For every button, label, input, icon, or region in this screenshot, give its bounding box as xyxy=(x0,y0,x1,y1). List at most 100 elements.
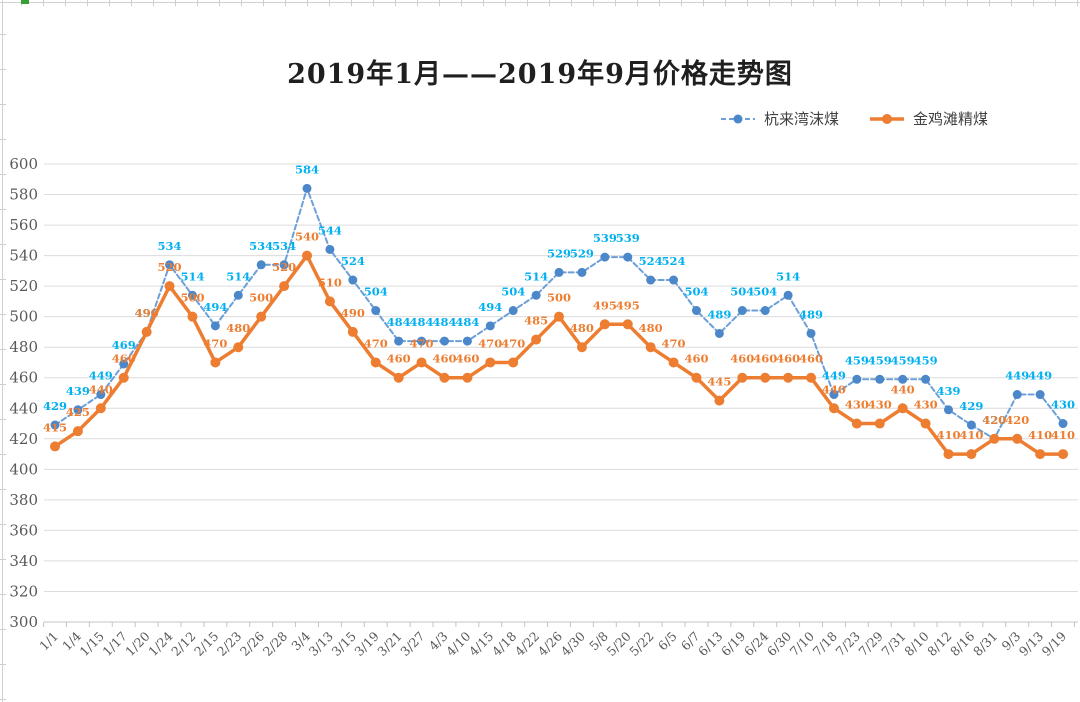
data-point-label: 539 xyxy=(593,231,617,245)
data-point-marker xyxy=(599,319,610,330)
data-point-label: 410 xyxy=(959,428,983,442)
data-point-label: 470 xyxy=(478,336,502,350)
data-point-label: 469 xyxy=(112,338,136,352)
data-point-marker xyxy=(72,426,83,437)
data-point-label: 410 xyxy=(936,428,960,442)
data-point-label: 484 xyxy=(455,315,479,329)
x-axis-label: 1/1 xyxy=(36,629,61,654)
data-point-marker xyxy=(50,420,60,430)
data-point-label: 420 xyxy=(982,413,1006,427)
data-point-marker xyxy=(943,449,954,460)
data-point-label: 449 xyxy=(89,369,113,383)
data-point-marker xyxy=(187,311,198,322)
data-point-label: 480 xyxy=(570,321,594,335)
data-point-label: 504 xyxy=(364,285,388,299)
data-point-marker xyxy=(921,374,931,384)
data-point-label: 459 xyxy=(891,353,915,367)
spreadsheet-top-gridline-ticks xyxy=(0,0,1080,6)
data-point-marker xyxy=(851,418,862,429)
y-tick-label: 400 xyxy=(9,460,38,478)
data-point-marker xyxy=(576,342,587,353)
data-point-label: 439 xyxy=(936,384,960,398)
data-point-label: 470 xyxy=(364,336,388,350)
x-axis-label: 5/22 xyxy=(626,629,656,659)
x-axis-label: 8/10 xyxy=(901,628,931,658)
y-tick-label: 500 xyxy=(9,308,38,326)
y-tick-label: 520 xyxy=(9,277,38,295)
data-point-marker xyxy=(783,372,794,383)
spreadsheet-top-gridline xyxy=(0,2,1080,3)
data-point-marker xyxy=(875,374,885,384)
x-axis-label: 7/10 xyxy=(787,628,817,658)
data-point-label: 460 xyxy=(112,352,136,366)
data-point-label: 449 xyxy=(1028,369,1052,383)
data-point-label: 520 xyxy=(158,260,182,274)
data-point-marker xyxy=(920,418,931,429)
y-tick-label: 420 xyxy=(9,430,38,448)
x-axis-label: 4/30 xyxy=(558,628,588,658)
data-point-label: 449 xyxy=(822,369,846,383)
x-axis-label: 3/15 xyxy=(328,629,358,659)
x-axis-label: 7/31 xyxy=(878,629,908,659)
series-line xyxy=(54,187,1065,440)
data-point-marker xyxy=(829,390,839,400)
data-point-label: 440 xyxy=(891,382,915,396)
x-axis-label: 7/23 xyxy=(833,628,863,658)
legend-label-jinjitan: 金鸡滩精煤 xyxy=(912,110,988,128)
spreadsheet-left-gridline-ticks xyxy=(0,0,6,702)
data-point-label: 480 xyxy=(639,321,663,335)
data-point-label: 500 xyxy=(180,291,204,305)
data-point-marker xyxy=(96,390,106,400)
data-point-marker xyxy=(1012,433,1023,444)
y-tick-label: 440 xyxy=(9,399,38,417)
x-axis-label: 1/20 xyxy=(122,628,152,658)
data-point-label: 429 xyxy=(43,399,67,413)
legend-item-hanglaiwan: 杭来湾沫煤 xyxy=(720,108,839,129)
data-point-label: 524 xyxy=(662,254,686,268)
x-axis-label: 2/26 xyxy=(237,628,267,658)
data-point-label: 534 xyxy=(249,239,273,253)
data-point-marker xyxy=(210,357,221,368)
data-point-marker xyxy=(370,357,381,368)
y-tick-label: 320 xyxy=(9,582,38,600)
data-point-marker xyxy=(966,449,977,460)
data-point-marker xyxy=(623,252,633,262)
data-point-marker xyxy=(165,260,175,270)
data-point-marker xyxy=(439,336,449,346)
data-point-marker xyxy=(760,372,771,383)
data-point-marker xyxy=(279,281,290,292)
data-point-marker xyxy=(416,357,427,368)
data-point-marker xyxy=(439,372,450,383)
data-point-label: 460 xyxy=(684,352,708,366)
data-point-marker xyxy=(325,244,335,254)
data-point-label: 460 xyxy=(387,352,411,366)
data-point-label: 534 xyxy=(272,239,296,253)
data-point-label: 495 xyxy=(616,298,640,312)
data-point-label: 460 xyxy=(730,352,754,366)
x-axis-label: 4/15 xyxy=(466,629,496,659)
data-point-marker xyxy=(783,290,793,300)
data-point-marker xyxy=(714,328,724,338)
x-axis-label: 8/16 xyxy=(947,628,977,658)
data-point-label: 529 xyxy=(570,246,594,260)
data-point-marker xyxy=(737,372,748,383)
x-axis-label: 4/10 xyxy=(443,628,473,658)
data-point-label: 470 xyxy=(203,336,227,350)
chart-legend: 杭来湾沫煤 金鸡滩精煤 xyxy=(720,108,988,129)
legend-item-jinjitan: 金鸡滩精煤 xyxy=(869,108,988,129)
spreadsheet-selection-mark xyxy=(21,0,29,4)
data-point-label: 480 xyxy=(226,321,250,335)
data-point-marker xyxy=(50,441,60,452)
data-point-marker xyxy=(577,267,587,277)
spreadsheet-left-gridline xyxy=(2,0,3,702)
data-point-marker xyxy=(393,372,404,383)
data-point-marker xyxy=(164,281,175,292)
data-point-marker xyxy=(302,183,312,193)
data-point-label: 439 xyxy=(66,384,90,398)
x-axis-label: 6/5 xyxy=(655,629,680,654)
data-point-label: 460 xyxy=(455,352,479,366)
x-axis-label: 3/21 xyxy=(374,629,404,659)
data-point-marker xyxy=(279,260,289,270)
data-point-marker xyxy=(95,403,106,414)
